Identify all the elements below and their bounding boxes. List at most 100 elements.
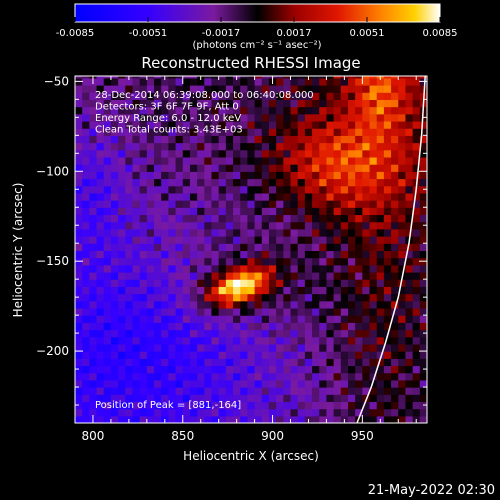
heatmap-cell xyxy=(175,351,184,359)
heatmap-cell xyxy=(340,185,349,194)
heatmap-cell xyxy=(333,92,342,100)
heatmap-cell xyxy=(276,300,284,309)
heatmap-cell xyxy=(89,156,98,165)
heatmap-cell xyxy=(89,192,98,201)
heatmap-cell xyxy=(125,279,134,287)
heatmap-cell xyxy=(355,286,363,295)
heatmap-cell xyxy=(118,286,126,295)
heatmap-cell xyxy=(125,351,134,359)
heatmap-cell xyxy=(276,387,284,395)
heatmap-cell xyxy=(290,401,299,410)
heatmap-cell xyxy=(189,149,198,158)
heatmap-cell xyxy=(89,250,98,259)
heatmap-cell xyxy=(82,84,90,93)
heatmap-cell xyxy=(419,336,427,345)
heatmap-cell xyxy=(82,250,90,259)
heatmap-cell xyxy=(383,264,392,273)
heatmap-cell xyxy=(82,271,90,280)
heatmap-cell xyxy=(110,106,119,115)
heatmap-cell xyxy=(312,164,320,172)
heatmap-cell xyxy=(189,358,198,367)
heatmap-cell xyxy=(419,307,427,316)
heatmap-cell xyxy=(405,394,414,403)
heatmap-cell xyxy=(146,322,155,331)
heatmap-cell xyxy=(319,178,328,187)
heatmap-cell xyxy=(391,228,399,237)
heatmap-cell xyxy=(218,243,227,251)
heatmap-cell xyxy=(376,135,385,144)
heatmap-cell xyxy=(82,171,90,180)
heatmap-cell xyxy=(355,358,363,367)
heatmap-cell xyxy=(340,200,349,208)
heatmap-cell xyxy=(340,135,349,144)
heatmap-cell xyxy=(103,264,112,273)
heatmap-cell xyxy=(383,365,392,374)
heatmap-cell xyxy=(383,315,392,323)
heatmap-cell xyxy=(312,336,320,345)
heatmap-cell xyxy=(319,351,328,359)
heatmap-cell xyxy=(326,343,335,352)
heatmap-cell xyxy=(118,76,126,79)
heatmap-cell xyxy=(110,164,119,172)
heatmap-cell xyxy=(319,228,328,237)
heatmap-cell xyxy=(189,236,198,244)
heatmap-cell xyxy=(110,250,119,259)
heatmap-cell xyxy=(110,185,119,194)
heatmap-cell xyxy=(247,200,256,208)
heatmap-cell xyxy=(125,135,134,144)
heatmap-cell xyxy=(96,415,105,423)
heatmap-cell xyxy=(391,401,399,410)
heatmap-cell xyxy=(405,84,414,93)
heatmap-cell xyxy=(75,236,83,244)
heatmap-cell xyxy=(82,236,90,244)
heatmap-cell xyxy=(75,207,83,216)
heatmap-cell xyxy=(304,84,313,93)
heatmap-cell xyxy=(355,329,363,338)
heatmap-cell xyxy=(139,322,148,331)
heatmap-cell xyxy=(369,207,378,216)
heatmap-cell xyxy=(175,279,184,287)
heatmap-cell xyxy=(189,343,198,352)
heatmap-cell xyxy=(254,192,263,201)
heatmap-cell xyxy=(247,322,256,331)
heatmap-cell xyxy=(182,243,191,251)
heatmap-cell xyxy=(197,243,205,251)
heatmap-cell xyxy=(125,192,134,201)
heatmap-cell xyxy=(304,365,313,374)
heatmap-cell xyxy=(189,164,198,172)
heatmap-cell xyxy=(110,171,119,180)
heatmap-cell xyxy=(182,106,191,115)
heatmap-cell xyxy=(233,113,241,122)
heatmap-cell xyxy=(398,135,407,144)
heatmap-cell xyxy=(347,271,356,280)
heatmap-cell xyxy=(369,408,378,417)
heatmap-cell xyxy=(312,192,320,201)
heatmap-cell xyxy=(189,185,198,194)
heatmap-cell xyxy=(225,243,234,251)
heatmap-cell xyxy=(391,185,399,194)
heatmap-cell xyxy=(398,106,407,115)
heatmap-cell xyxy=(376,257,385,266)
heatmap-cell xyxy=(161,207,169,216)
heatmap-cell xyxy=(132,315,141,323)
heatmap-cell xyxy=(103,415,112,423)
heatmap-cell xyxy=(290,343,299,352)
heatmap-cell xyxy=(218,77,227,86)
heatmap-cell xyxy=(75,76,83,79)
heatmap-cell xyxy=(398,286,407,295)
heatmap-cell xyxy=(247,250,256,259)
heatmap-cell xyxy=(312,236,320,244)
heatmap-cell xyxy=(240,128,248,136)
heatmap-cell xyxy=(233,200,241,208)
heatmap-cell xyxy=(412,351,421,359)
heatmap-cell xyxy=(75,92,83,100)
heatmap-cell xyxy=(261,279,270,287)
heatmap-cell xyxy=(261,120,270,129)
heatmap-cell xyxy=(347,92,356,100)
heatmap-cell xyxy=(125,401,134,410)
heatmap-cell xyxy=(247,408,256,417)
heatmap-cell xyxy=(261,113,270,122)
heatmap-cell xyxy=(398,149,407,158)
heatmap-cell xyxy=(247,401,256,410)
heatmap-cell xyxy=(254,336,263,345)
